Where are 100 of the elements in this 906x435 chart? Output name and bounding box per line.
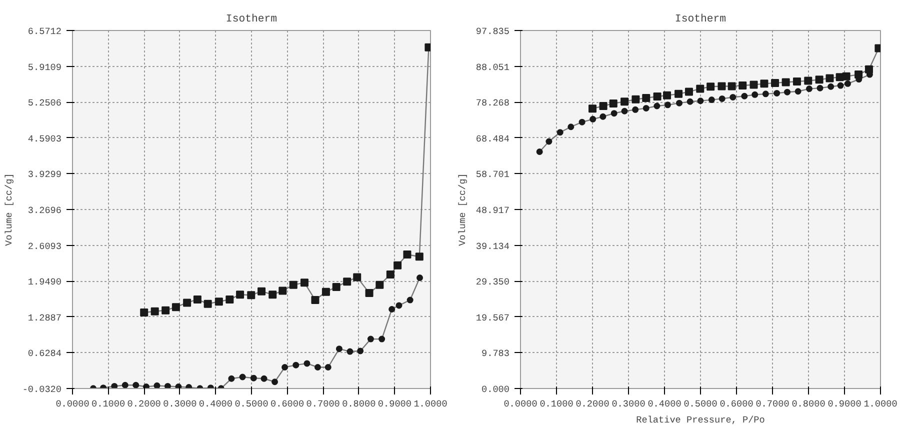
- y-tick-label: 2.6093: [28, 240, 62, 252]
- y-tick-label: 29.350: [476, 276, 510, 288]
- point: [403, 250, 412, 258]
- point: [784, 88, 791, 96]
- point: [272, 378, 278, 386]
- point: [214, 298, 223, 306]
- point: [140, 308, 148, 316]
- point: [406, 296, 414, 304]
- point: [663, 91, 672, 100]
- point: [686, 98, 694, 105]
- point: [741, 92, 748, 100]
- point: [343, 278, 352, 286]
- x-tick-label: 0.1000: [540, 398, 574, 410]
- x-axis-title: Relative Pressure, P/Po: [636, 414, 765, 426]
- x-tick-label: 0.7000: [306, 398, 340, 410]
- point: [378, 336, 386, 342]
- y-tick-label: 88.051: [476, 62, 510, 73]
- point: [771, 78, 780, 87]
- point: [536, 148, 543, 155]
- y-tick-label: 0.6284: [28, 348, 62, 360]
- x-tick-label: 0.2000: [576, 398, 610, 410]
- y-tick-label: 5.9109: [28, 62, 62, 73]
- point: [664, 102, 671, 108]
- point: [632, 95, 640, 104]
- point: [193, 295, 202, 304]
- point: [332, 283, 340, 292]
- x-tick-label: 0.5000: [234, 398, 269, 410]
- point: [610, 110, 618, 117]
- x-tick-label: 0.6000: [270, 398, 304, 410]
- point: [697, 98, 704, 104]
- x-tick-label: 1.0000: [414, 398, 448, 410]
- point: [621, 108, 628, 114]
- point: [394, 261, 402, 270]
- point: [730, 94, 736, 100]
- y-tick-label: 78.268: [476, 98, 510, 109]
- x-tick-label: 0.4000: [198, 398, 233, 410]
- point: [164, 382, 171, 388]
- point: [826, 74, 834, 82]
- y-axis-title: Volume [cc/g]: [3, 173, 14, 246]
- x-tick-label: 0.8000: [792, 398, 826, 410]
- point: [676, 100, 683, 106]
- y-tick-label: 6.5712: [28, 26, 62, 37]
- point: [752, 91, 758, 98]
- point: [324, 364, 332, 370]
- y-tick-label: 1.2887: [28, 312, 62, 324]
- x-tick-label: 0.5000: [684, 398, 718, 410]
- point: [258, 287, 266, 296]
- point: [183, 298, 192, 307]
- point: [568, 124, 574, 130]
- point: [718, 95, 726, 102]
- point: [600, 113, 606, 120]
- point: [300, 278, 308, 287]
- y-tick-label: 1.9490: [28, 276, 62, 288]
- point: [289, 280, 298, 289]
- point: [653, 92, 662, 100]
- point: [864, 65, 873, 74]
- point: [226, 295, 234, 304]
- point: [782, 78, 790, 86]
- point: [774, 90, 780, 96]
- x-tick-label: 0.0000: [56, 398, 90, 410]
- point: [367, 336, 374, 342]
- point: [620, 98, 629, 106]
- point: [546, 138, 552, 145]
- x-tick-label: 0.2000: [127, 398, 162, 410]
- point: [388, 306, 396, 312]
- point: [556, 129, 564, 136]
- point: [728, 82, 736, 90]
- y-tick-label: 9.783: [482, 348, 510, 360]
- chart-title: Isotherm: [674, 14, 726, 26]
- point: [154, 382, 160, 388]
- point: [654, 102, 660, 110]
- point: [806, 86, 812, 92]
- point: [175, 384, 182, 388]
- point: [696, 84, 704, 93]
- point: [674, 90, 683, 98]
- point: [760, 80, 768, 88]
- y-tick-label: 68.484: [476, 133, 510, 144]
- point: [322, 288, 330, 296]
- point: [578, 118, 586, 126]
- point: [172, 303, 180, 312]
- point: [588, 104, 596, 113]
- point: [228, 375, 235, 382]
- point: [353, 273, 362, 282]
- point: [239, 374, 246, 380]
- point: [346, 348, 354, 355]
- point: [415, 252, 424, 261]
- point: [738, 82, 747, 90]
- point: [792, 77, 801, 86]
- x-tick-label: 0.7000: [756, 398, 790, 410]
- point: [816, 84, 824, 92]
- point: [292, 362, 300, 368]
- point: [304, 360, 310, 367]
- point: [708, 96, 715, 104]
- y-tick-label: 3.9299: [28, 169, 62, 180]
- point: [162, 306, 170, 314]
- y-tick-label: -0.0320: [22, 384, 62, 395]
- point: [386, 270, 394, 279]
- point: [268, 290, 277, 299]
- point: [750, 80, 758, 89]
- point: [236, 290, 244, 299]
